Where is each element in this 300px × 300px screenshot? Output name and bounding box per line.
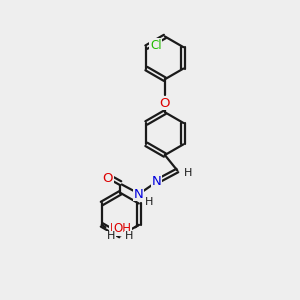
Text: N: N — [134, 188, 144, 201]
Text: O: O — [160, 97, 170, 110]
Text: H: H — [184, 168, 192, 178]
Text: O: O — [103, 172, 113, 185]
Text: OH: OH — [113, 222, 131, 235]
Text: H: H — [145, 197, 153, 207]
Text: Cl: Cl — [150, 39, 162, 52]
Text: N: N — [152, 175, 161, 188]
Text: H: H — [107, 231, 116, 241]
Text: HO: HO — [110, 222, 128, 235]
Text: H: H — [125, 231, 134, 241]
